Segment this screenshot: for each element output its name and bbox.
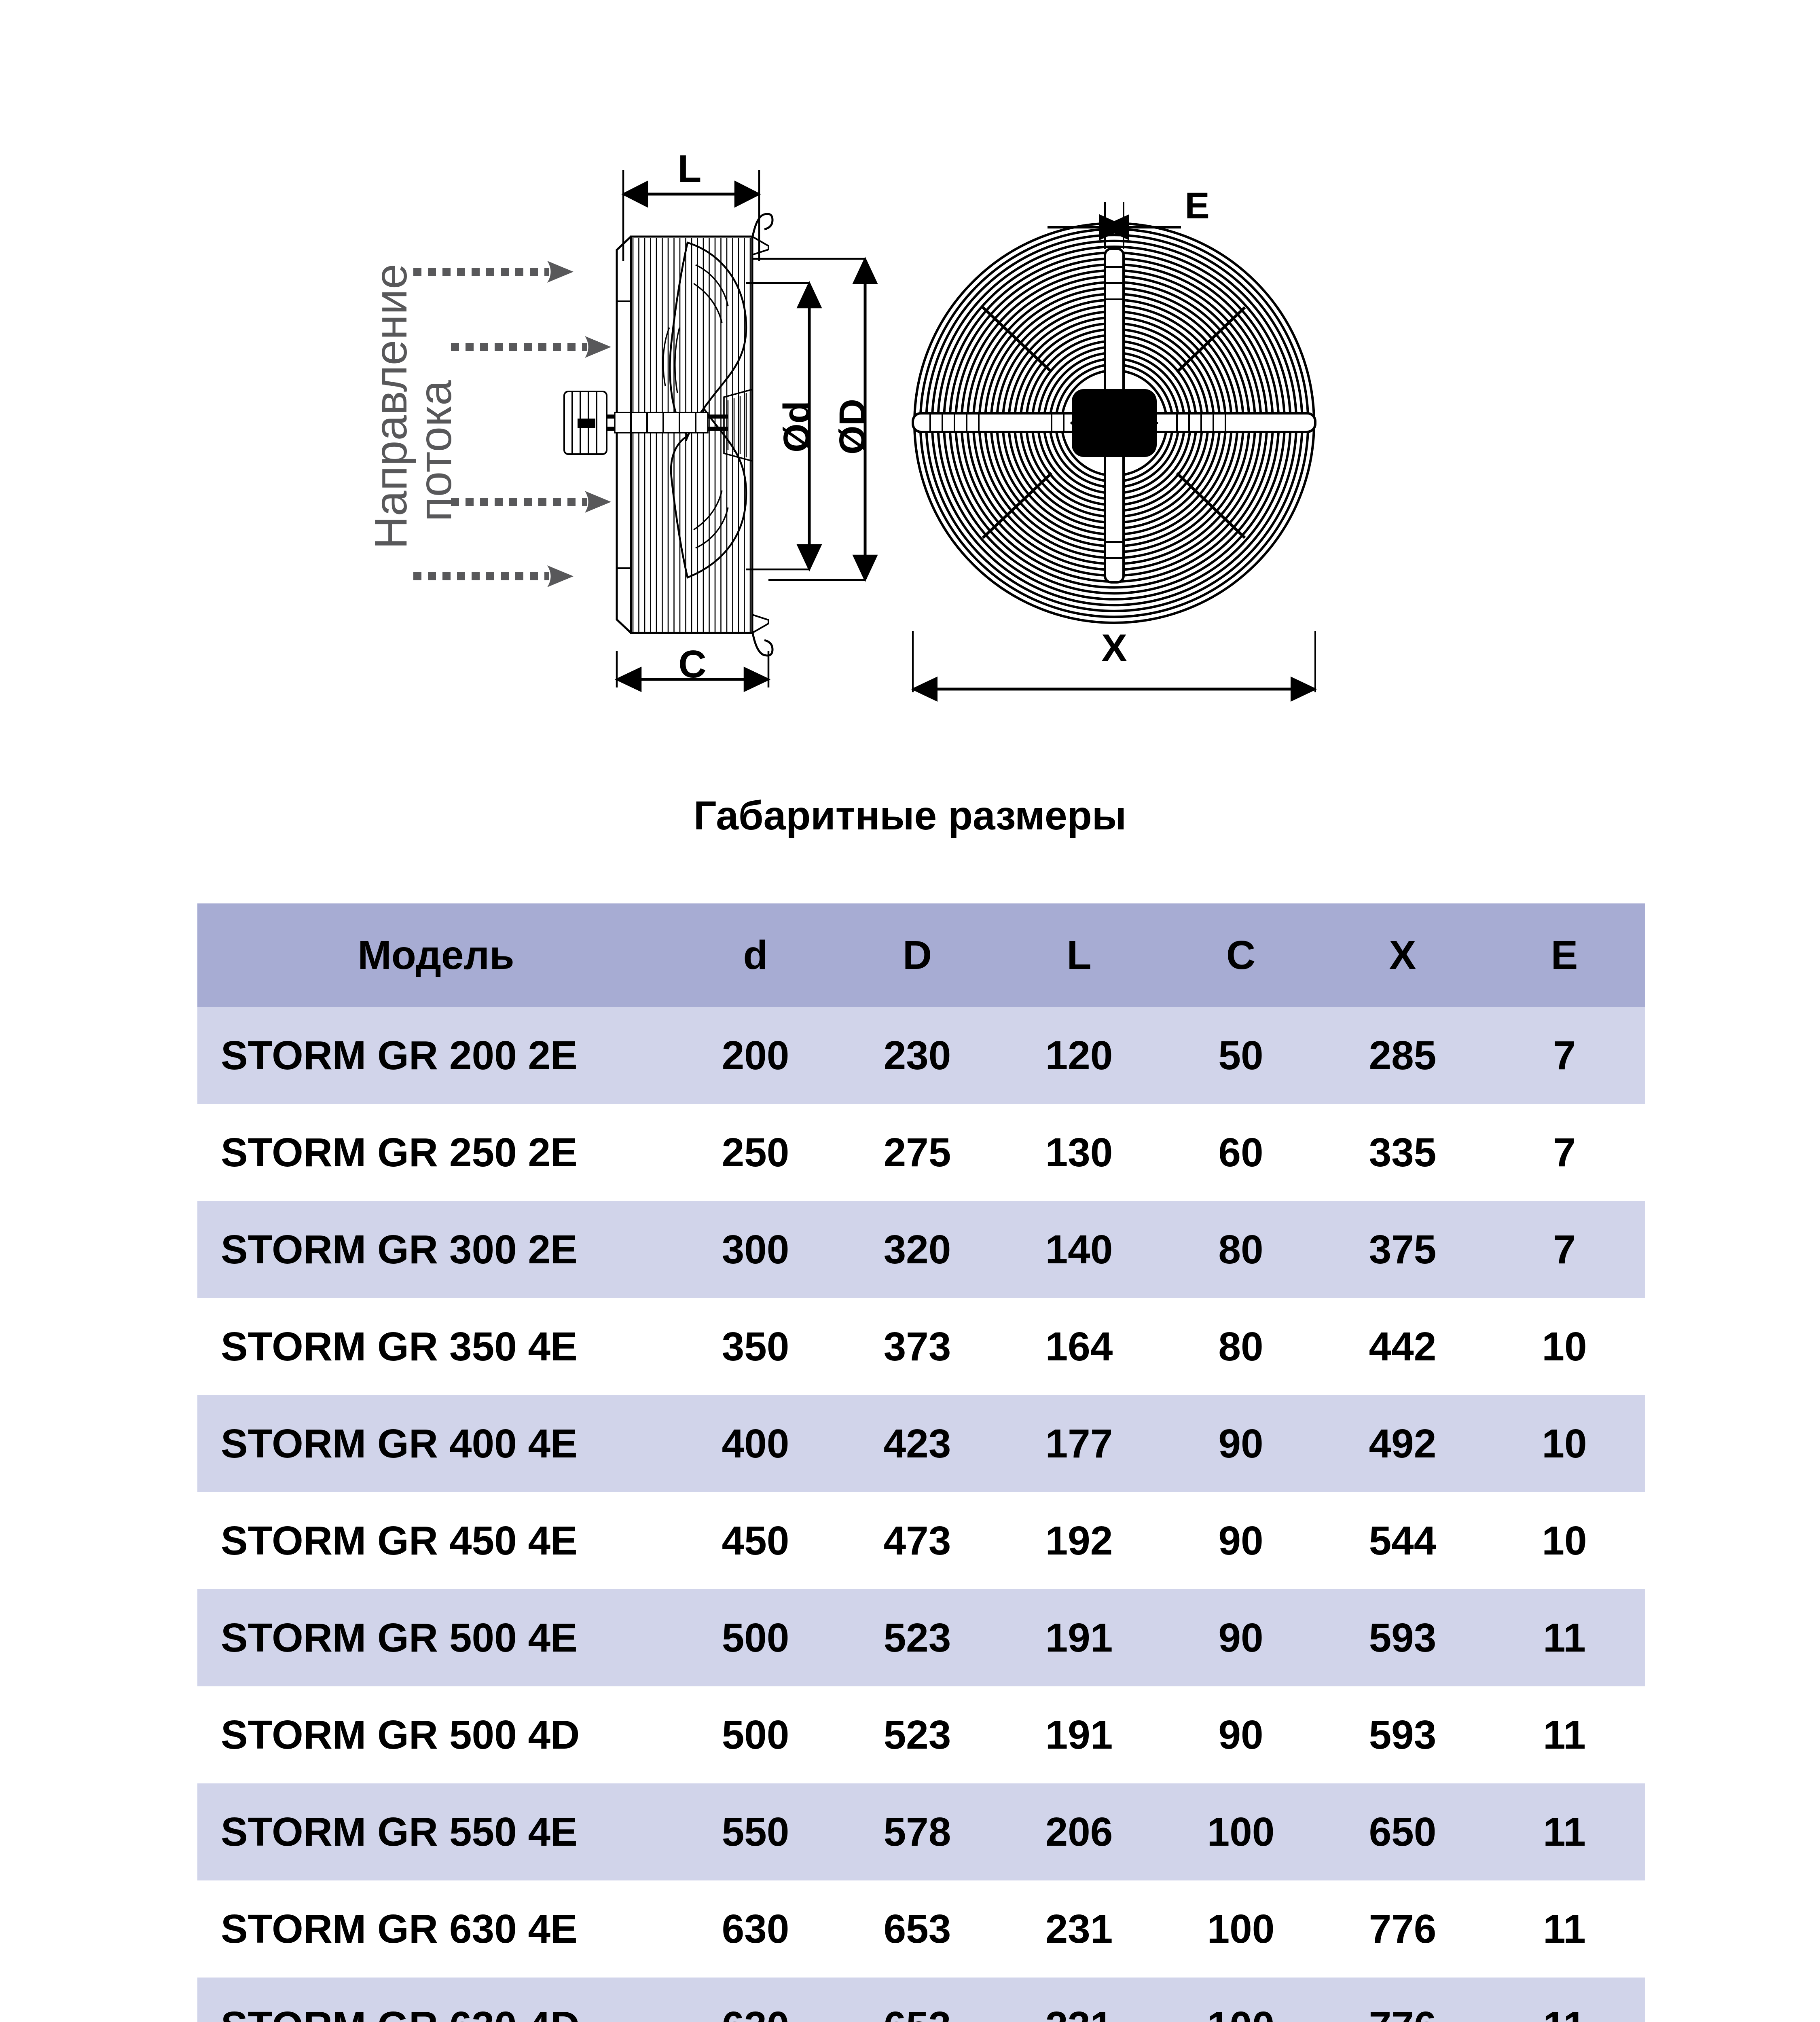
svg-text:Направление: Направление	[365, 264, 416, 549]
svg-text:X: X	[1101, 626, 1127, 670]
svg-text:ØD: ØD	[832, 399, 873, 455]
svg-text:C: C	[678, 643, 706, 686]
svg-text:L: L	[678, 147, 702, 190]
svg-text:E: E	[1185, 185, 1209, 226]
svg-text:Ød: Ød	[776, 401, 817, 453]
svg-text:потока: потока	[410, 380, 461, 522]
